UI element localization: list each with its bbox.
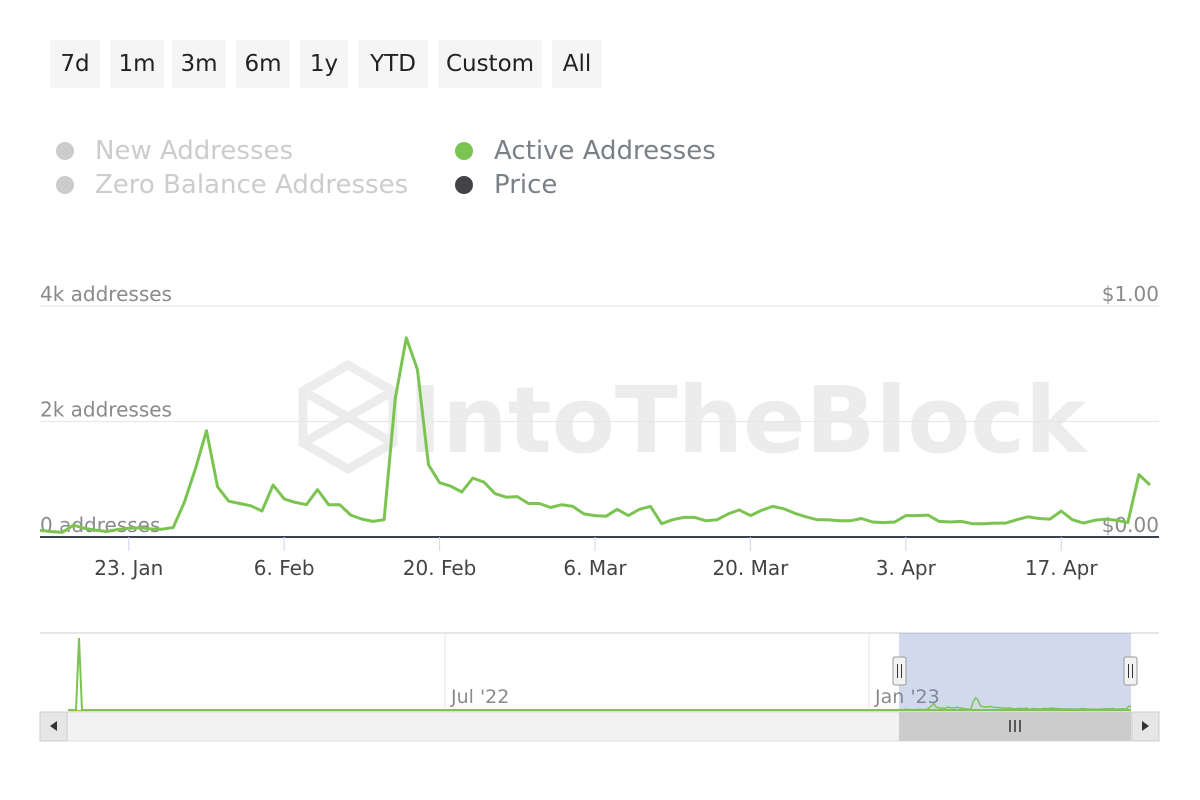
range-button-1m[interactable]: 1m [110,40,164,88]
legend-label: Zero Balance Addresses [95,170,409,200]
navigator-selection-line [898,696,1132,711]
navigator-handle-left[interactable] [892,656,907,686]
arrow-right-icon [1142,721,1149,731]
scrollbar-grip-icon [1009,720,1021,732]
legend-marker-icon [455,176,473,194]
scroll-right-button[interactable] [1131,711,1160,742]
arrow-left-icon [50,721,57,731]
navigator-selection[interactable] [899,633,1131,711]
navigator-background [40,633,1159,711]
legend-marker-icon [56,176,74,194]
navigator-ticks: Jul '22 Jan '23 [450,686,940,708]
range-button-3m[interactable]: 3m [172,40,226,88]
legend-item-active-addresses[interactable]: Active Addresses [455,134,716,168]
legend-label: Active Addresses [494,136,716,166]
legend-marker-icon [56,142,74,160]
legend-item-price[interactable]: Price [455,168,557,202]
legend-label: Price [494,170,558,200]
range-button-all[interactable]: All [552,40,602,88]
navigator-tick-label: Jan '23 [874,686,940,708]
range-button-1y[interactable]: 1y [300,40,348,88]
navigator-tick-label: Jul '22 [450,686,509,708]
legend-marker-icon [455,142,473,160]
range-button-ytd[interactable]: YTD [358,40,428,88]
range-button-6m[interactable]: 6m [236,40,290,88]
range-button-custom[interactable]: Custom [438,40,542,88]
navigator-active-line [68,637,1131,711]
range-button-7d[interactable]: 7d [50,40,100,88]
navigator-handle-right[interactable] [1123,656,1138,686]
scroll-left-button[interactable] [39,711,68,742]
legend-item-zero-balance-addresses[interactable]: Zero Balance Addresses [56,168,408,202]
legend-item-new-addresses[interactable]: New Addresses [56,134,293,168]
legend-label: New Addresses [95,136,294,166]
navigator-series [68,637,1132,712]
